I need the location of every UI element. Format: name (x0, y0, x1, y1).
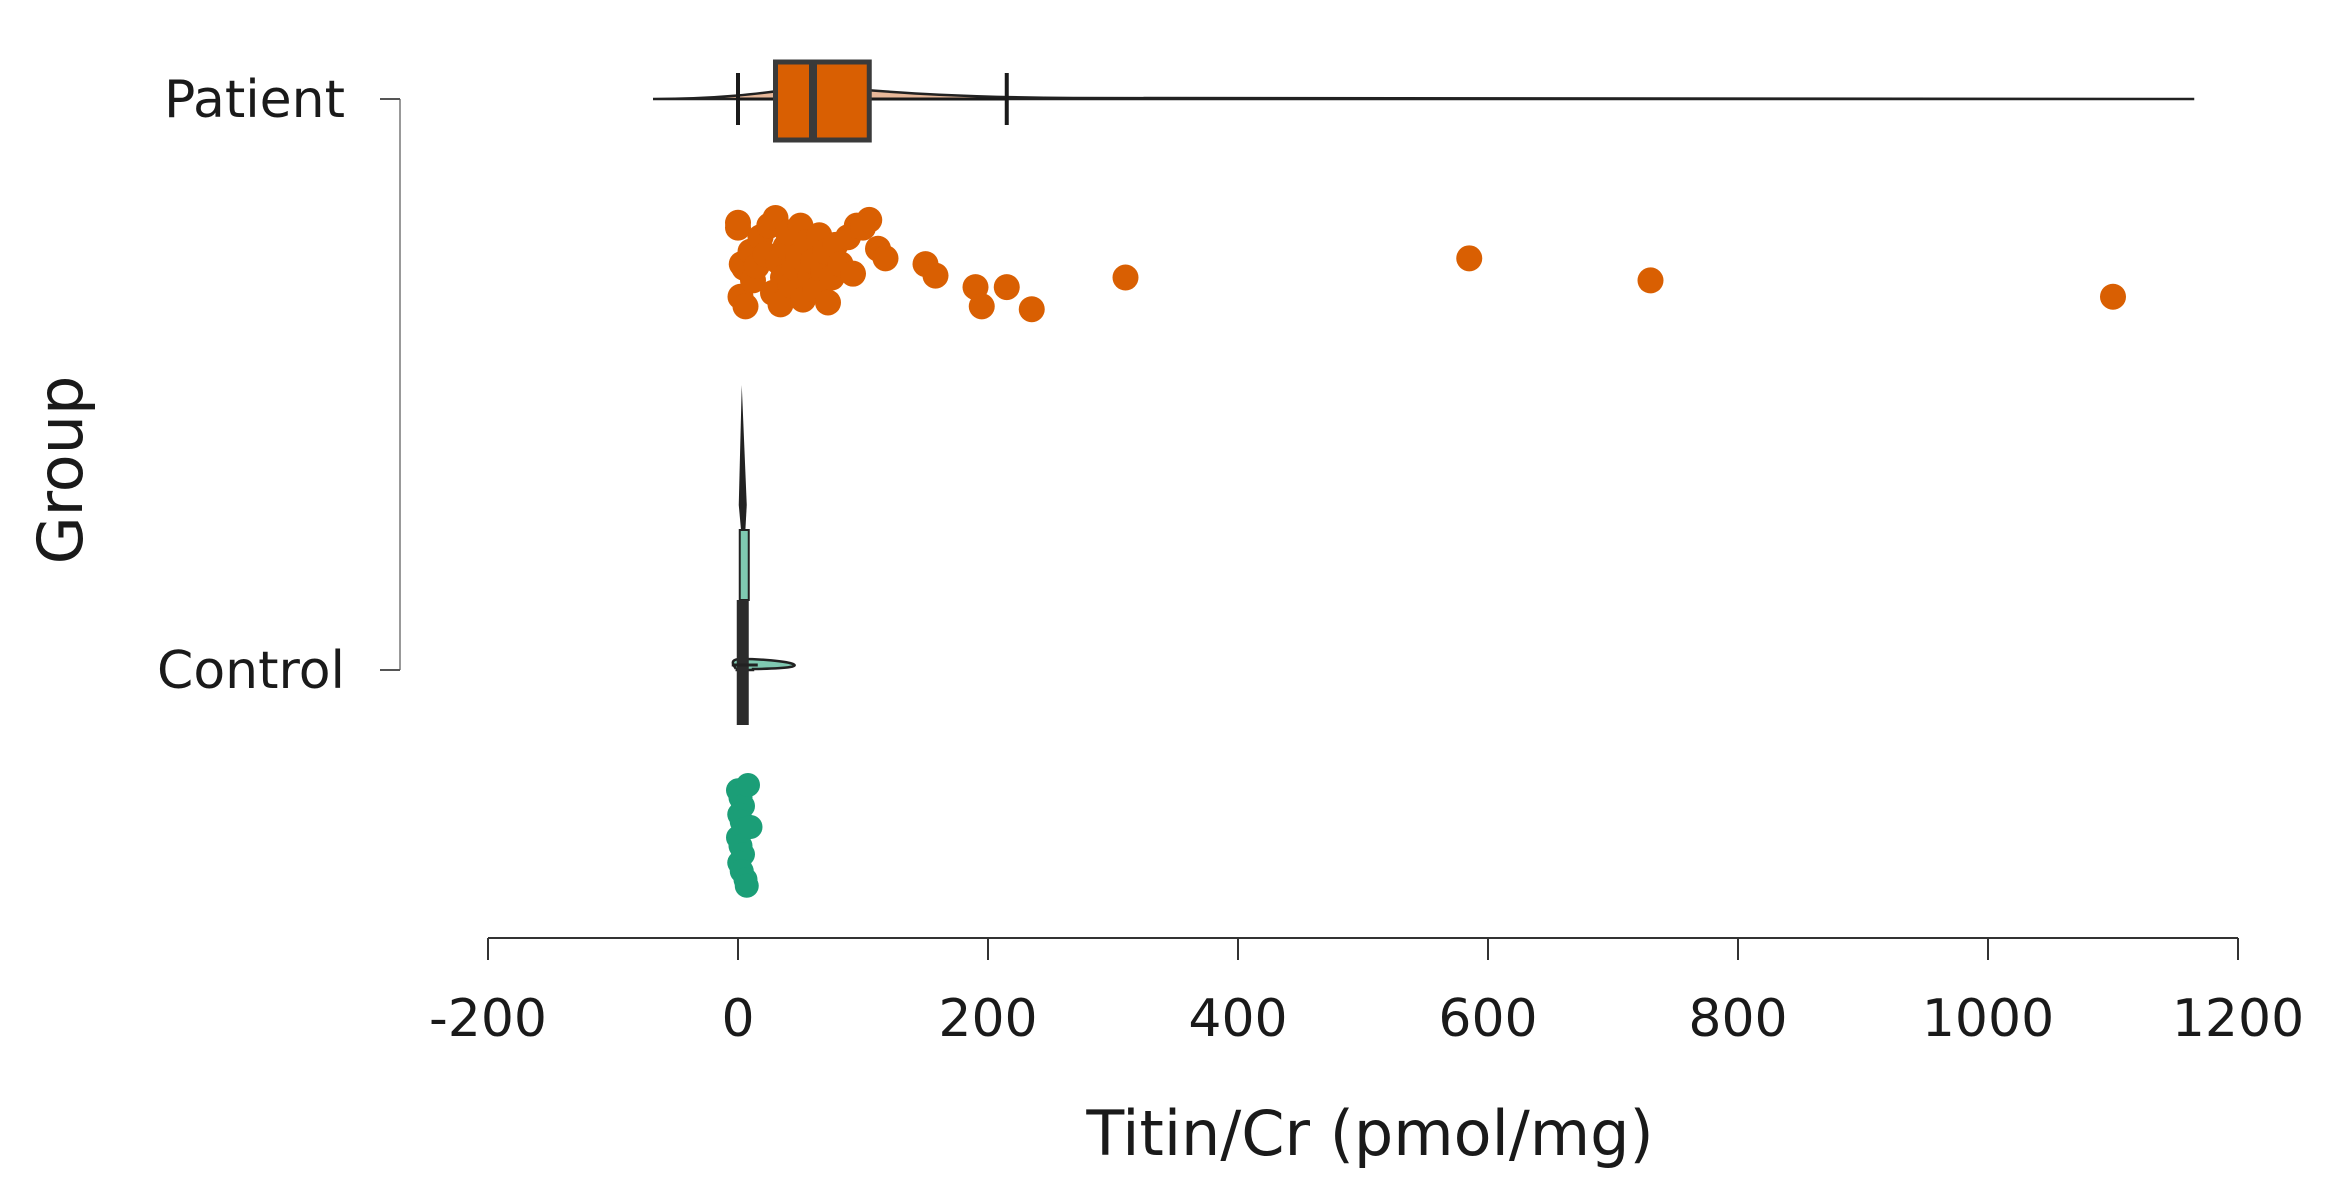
patient-point (725, 214, 751, 241)
x-axis-title: Titin/Cr (pmol/mg) (1085, 1097, 1653, 1170)
patient-point (1112, 264, 1139, 291)
patient-box (773, 59, 872, 143)
patient-point (856, 206, 883, 233)
y-tick-label: Patient (164, 70, 345, 130)
x-tick-label: 200 (938, 989, 1037, 1049)
y-axis-title: Group (24, 376, 97, 565)
control-series (726, 385, 796, 898)
patient-point (732, 293, 759, 320)
patient-point (922, 262, 949, 289)
patient-point (1018, 296, 1045, 323)
patient-point (968, 293, 995, 320)
x-tick-label: 1000 (1922, 989, 2054, 1049)
x-tick-label: 800 (1688, 989, 1787, 1049)
patient-point (1456, 245, 1483, 272)
control-point (736, 773, 760, 797)
patient-point (815, 289, 841, 316)
control-point (734, 873, 759, 898)
patient-point (767, 291, 794, 318)
x-tick-label: 400 (1188, 989, 1287, 1049)
control-point (738, 815, 763, 839)
patient-point (993, 274, 1020, 301)
x-tick-label: 600 (1438, 989, 1537, 1049)
patient-point (2100, 283, 2126, 310)
x-tick-label: 0 (721, 989, 754, 1049)
patient-point (872, 245, 899, 272)
x-axis: -200 0 200 400 600 800 1000 1200 (429, 937, 2304, 1049)
control-violin-spike (738, 385, 747, 560)
x-tick-label: -200 (429, 989, 547, 1049)
y-axis: Patient Control (157, 70, 401, 701)
patient-point (1637, 267, 1664, 294)
patient-series (652, 59, 2195, 323)
control-box (738, 529, 750, 601)
control-box-lower (736, 600, 749, 725)
patient-violin (652, 85, 2195, 101)
y-tick-label: Control (157, 641, 345, 701)
series-layer (652, 59, 2195, 898)
patient-point (840, 260, 866, 287)
x-tick-label: 1200 (2172, 989, 2304, 1049)
